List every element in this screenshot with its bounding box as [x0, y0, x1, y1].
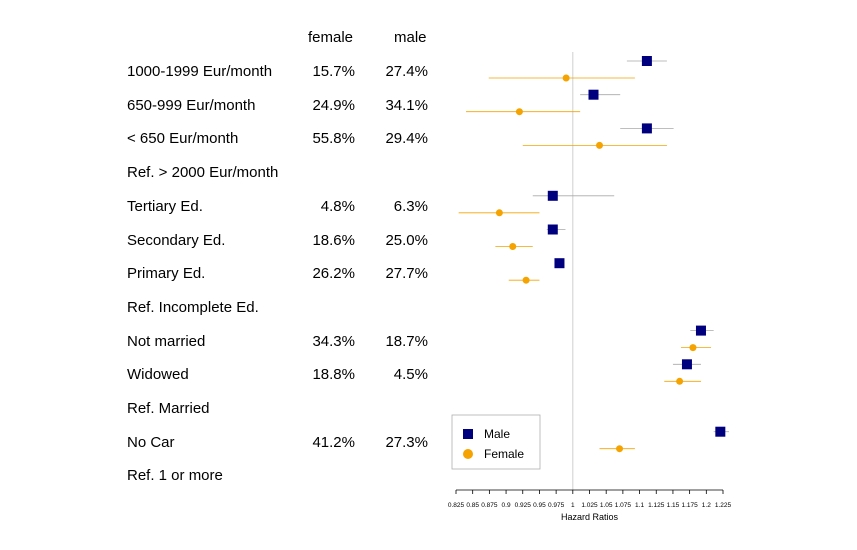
x-tick-label: 1.225	[715, 502, 732, 509]
female-point	[522, 276, 530, 284]
row-label: 1000-1999 Eur/month	[127, 63, 273, 80]
row-female-value: 26.2%	[312, 265, 355, 283]
row-male-value: 27.3%	[385, 433, 428, 451]
row-male-value: 27.4%	[385, 63, 428, 80]
row-label: Not married	[127, 332, 206, 350]
row-label: Secondary Ed.	[127, 231, 226, 249]
legend-male-marker	[463, 429, 473, 439]
female-point	[515, 108, 523, 116]
row-label: Primary Ed.	[127, 265, 206, 283]
x-tick-label: 1.15	[667, 502, 680, 509]
male-point	[681, 359, 692, 370]
legend-label: Male	[484, 427, 510, 441]
male-point	[547, 190, 558, 201]
row-male-value: 4.5%	[393, 366, 428, 384]
x-tick-label: 0.95	[533, 502, 546, 509]
row-label: < 650 Eur/month	[127, 130, 239, 148]
row-male-value: 29.4%	[385, 130, 428, 148]
x-tick-label: 0.85	[466, 502, 479, 509]
row-male-value: 27.7%	[385, 265, 428, 283]
row-male-value: 18.7%	[385, 332, 428, 350]
male-point	[695, 325, 706, 336]
x-tick-label: 0.925	[515, 502, 532, 509]
column-header-female: female	[308, 29, 354, 46]
row-label: Ref. Incomplete Ed.	[127, 298, 259, 316]
x-tick-label: 1.025	[581, 502, 598, 509]
x-tick-label: 1.125	[648, 502, 665, 509]
female-point	[495, 209, 503, 217]
female-point	[596, 141, 604, 149]
x-tick-label: 0.875	[481, 502, 498, 509]
row-label: 650-999 Eur/month	[127, 96, 256, 114]
x-axis-title: Hazard Ratios	[561, 512, 619, 522]
x-tick-label: 1.175	[681, 502, 698, 509]
male-point	[588, 89, 599, 100]
male-point	[554, 258, 565, 269]
row-female-value: 24.9%	[312, 96, 355, 114]
x-tick-label: 1.2	[702, 502, 711, 509]
x-tick-label: 1	[571, 502, 575, 509]
row-label: Tertiary Ed.	[127, 197, 203, 215]
x-tick-label: 0.9	[502, 502, 511, 509]
row-female-value: 15.7%	[312, 63, 355, 80]
female-point	[509, 243, 517, 250]
row-label: Ref. > 2000 Eur/month	[127, 164, 279, 182]
male-point	[547, 224, 558, 235]
x-tick-label: 1.1	[635, 502, 644, 509]
female-point	[689, 344, 697, 352]
row-female-value: 18.6%	[312, 231, 355, 249]
row-male-value: 34.1%	[385, 96, 428, 114]
x-tick-label: 0.975	[548, 502, 565, 509]
female-point	[562, 74, 570, 82]
x-tick-label: 1.075	[615, 502, 632, 509]
female-point	[676, 377, 684, 385]
legend-box	[451, 414, 541, 470]
male-point	[641, 56, 652, 66]
row-female-value: 41.2%	[312, 433, 355, 451]
x-tick-label: 0.825	[448, 502, 465, 509]
legend-label: Female	[484, 447, 524, 461]
x-tick-label: 1.05	[600, 502, 613, 509]
row-label: No Car	[127, 433, 175, 451]
row-female-value: 4.8%	[320, 197, 355, 215]
row-label: Ref. 1 or more	[127, 467, 223, 485]
row-female-value: 55.8%	[312, 130, 355, 148]
row-male-value: 25.0%	[385, 231, 428, 249]
row-male-value: 6.3%	[393, 197, 428, 215]
legend-female-marker	[463, 449, 473, 459]
male-point	[641, 123, 652, 134]
female-point	[616, 445, 624, 453]
row-female-value: 18.8%	[312, 366, 355, 384]
row-label: Ref. Married	[127, 400, 210, 417]
column-header-male: male	[394, 29, 427, 46]
row-female-value: 34.3%	[312, 332, 355, 350]
male-point	[715, 426, 726, 437]
row-label: Widowed	[127, 366, 189, 384]
